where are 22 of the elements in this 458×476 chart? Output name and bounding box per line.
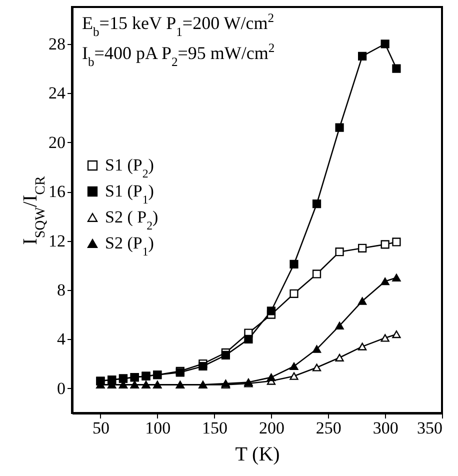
annotation: E$_{b}$=15 keV P$_{1}$=200 W/cm$^{2}$ [82, 11, 274, 39]
x-tick-label: 200 [258, 418, 284, 438]
x-tick-label: 150 [202, 418, 228, 438]
legend-label: S2 ( P$_{2}$) [105, 208, 158, 232]
y-tick-label: 0 [57, 378, 66, 398]
x-tick-label: 50 [92, 418, 110, 438]
x-tick-label: 350 [417, 418, 442, 438]
x-axis-title: T (K) [235, 444, 280, 466]
y-tick-label: 28 [48, 34, 66, 54]
y-tick-label: 24 [48, 84, 66, 103]
legend-label: S1 (P$_{2}$) [105, 156, 154, 180]
y-tick-label: 4 [57, 330, 66, 349]
y-tick-label: 12 [48, 231, 66, 250]
x-tick-label: 250 [316, 418, 342, 438]
legend-label: S2 (P$_{1}$) [105, 234, 154, 258]
y-tick-label: 16 [48, 182, 66, 202]
y-tick-label: 8 [57, 280, 66, 300]
x-tick-label: 300 [372, 418, 398, 438]
legend-label: S1 (P$_{1}$) [105, 182, 154, 206]
x-tick-label: 100 [145, 418, 171, 438]
y-tick-label: 20 [48, 132, 66, 152]
annotation: I$_{b}$=400 pA P$_{2}$=95 mW/cm$^{2}$ [82, 41, 275, 69]
